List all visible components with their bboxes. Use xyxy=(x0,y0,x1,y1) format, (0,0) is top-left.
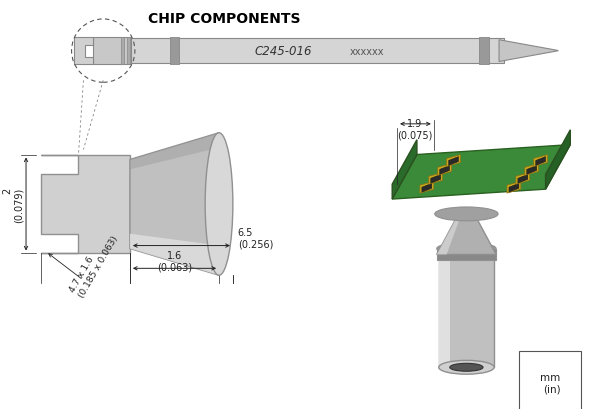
Polygon shape xyxy=(429,173,443,185)
Bar xyxy=(439,246,494,367)
Polygon shape xyxy=(516,173,530,185)
Polygon shape xyxy=(525,164,539,176)
Bar xyxy=(437,249,496,261)
Polygon shape xyxy=(130,133,219,170)
Ellipse shape xyxy=(439,360,494,374)
Polygon shape xyxy=(422,184,432,193)
Text: 1.9
(0.075): 1.9 (0.075) xyxy=(397,119,433,140)
Polygon shape xyxy=(449,157,458,166)
Bar xyxy=(170,38,179,65)
Polygon shape xyxy=(499,40,559,62)
Polygon shape xyxy=(446,155,460,167)
Polygon shape xyxy=(74,38,94,65)
Polygon shape xyxy=(527,166,536,175)
Text: mm
(in): mm (in) xyxy=(540,372,560,394)
Bar xyxy=(127,38,130,65)
Text: 2
(0.079): 2 (0.079) xyxy=(2,187,24,222)
Ellipse shape xyxy=(435,207,498,221)
Polygon shape xyxy=(437,214,461,255)
Text: C245-016: C245-016 xyxy=(254,45,312,58)
Bar xyxy=(439,246,450,367)
Polygon shape xyxy=(130,234,219,276)
Ellipse shape xyxy=(437,243,496,255)
Ellipse shape xyxy=(205,133,233,276)
Ellipse shape xyxy=(450,364,483,371)
Text: 6.5
(0.256): 6.5 (0.256) xyxy=(238,227,273,249)
Polygon shape xyxy=(130,133,219,276)
Polygon shape xyxy=(536,157,545,166)
Text: 1.6
(0.063): 1.6 (0.063) xyxy=(157,250,192,272)
Polygon shape xyxy=(507,182,521,193)
Polygon shape xyxy=(438,164,452,176)
Polygon shape xyxy=(533,155,548,167)
Polygon shape xyxy=(518,175,528,184)
Polygon shape xyxy=(392,145,571,200)
Bar xyxy=(479,38,489,65)
Polygon shape xyxy=(431,175,440,184)
Polygon shape xyxy=(420,182,434,193)
Polygon shape xyxy=(440,166,449,175)
Bar xyxy=(121,38,124,65)
Polygon shape xyxy=(545,130,571,190)
Polygon shape xyxy=(41,155,130,254)
Polygon shape xyxy=(392,140,417,200)
Polygon shape xyxy=(437,214,496,255)
Bar xyxy=(94,38,131,65)
Text: 4.7 x 1.6
(0.185 x 0.063): 4.7 x 1.6 (0.185 x 0.063) xyxy=(68,228,119,298)
Polygon shape xyxy=(509,184,519,193)
Text: xxxxxx: xxxxxx xyxy=(350,47,385,56)
Bar xyxy=(110,39,504,64)
Text: CHIP COMPONENTS: CHIP COMPONENTS xyxy=(148,12,300,26)
